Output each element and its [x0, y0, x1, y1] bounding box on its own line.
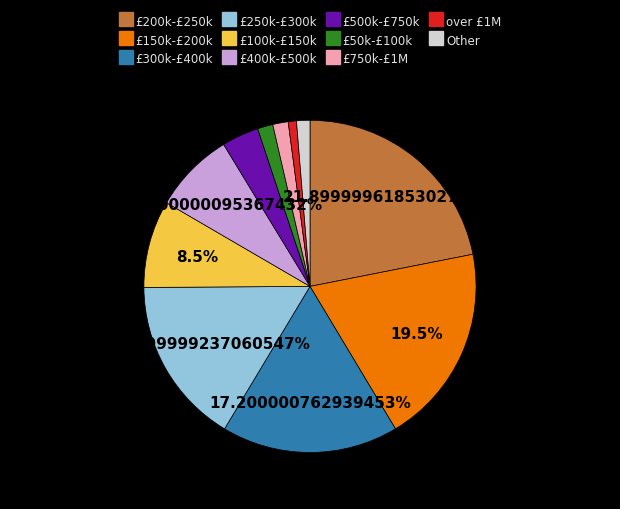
Legend: £200k-£250k, £150k-£200k, £300k-£400k, £250k-£300k, £100k-£150k, £400k-£500k, £5: £200k-£250k, £150k-£200k, £300k-£400k, £… — [114, 11, 506, 71]
Wedge shape — [310, 121, 473, 287]
Wedge shape — [224, 129, 310, 287]
Wedge shape — [288, 122, 310, 287]
Wedge shape — [144, 204, 310, 288]
Wedge shape — [273, 123, 310, 287]
Wedge shape — [144, 287, 310, 429]
Wedge shape — [224, 287, 396, 453]
Text: 21.899999618530273%: 21.899999618530273% — [283, 190, 485, 205]
Text: 8.5%: 8.5% — [177, 249, 219, 264]
Wedge shape — [296, 121, 310, 287]
Text: 16.299999237060547%: 16.299999237060547% — [108, 337, 310, 352]
Text: 19.5%: 19.5% — [390, 326, 443, 342]
Wedge shape — [167, 145, 310, 287]
Wedge shape — [310, 254, 476, 429]
Wedge shape — [258, 125, 310, 287]
Text: 7.900000095367432%: 7.900000095367432% — [131, 198, 322, 213]
Text: 17.200000762939453%: 17.200000762939453% — [209, 395, 411, 410]
